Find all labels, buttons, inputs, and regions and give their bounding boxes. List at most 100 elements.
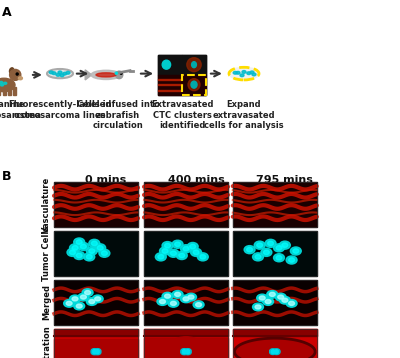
Bar <box>54 280 138 325</box>
Ellipse shape <box>193 301 204 309</box>
Ellipse shape <box>252 253 264 261</box>
Ellipse shape <box>188 295 194 299</box>
Circle shape <box>116 72 118 74</box>
Ellipse shape <box>89 249 95 253</box>
Ellipse shape <box>286 256 297 264</box>
Ellipse shape <box>259 296 265 300</box>
Ellipse shape <box>293 249 299 253</box>
Bar <box>233 280 317 325</box>
Bar <box>3 87 6 95</box>
Bar <box>8 87 11 95</box>
Ellipse shape <box>76 304 82 308</box>
Ellipse shape <box>264 250 269 255</box>
Ellipse shape <box>96 351 99 354</box>
Bar <box>144 182 228 227</box>
Ellipse shape <box>193 250 199 255</box>
Bar <box>158 84 182 85</box>
Bar <box>144 231 228 276</box>
Bar <box>144 329 228 337</box>
Ellipse shape <box>86 255 92 259</box>
Ellipse shape <box>267 291 278 298</box>
Text: Expand
extravasated
cells for analysis: Expand extravasated cells for analysis <box>204 100 284 130</box>
Ellipse shape <box>96 73 116 77</box>
Ellipse shape <box>89 239 100 247</box>
Ellipse shape <box>91 241 97 246</box>
Ellipse shape <box>74 302 85 310</box>
Ellipse shape <box>252 303 264 311</box>
Ellipse shape <box>250 71 254 74</box>
Bar <box>233 329 317 358</box>
Ellipse shape <box>187 58 201 72</box>
Bar <box>182 75 206 95</box>
Ellipse shape <box>91 350 98 355</box>
Circle shape <box>120 72 122 74</box>
Ellipse shape <box>168 300 179 307</box>
Ellipse shape <box>278 295 284 299</box>
Ellipse shape <box>0 81 3 83</box>
Ellipse shape <box>72 297 78 301</box>
Bar <box>54 329 138 358</box>
Text: Vasculature: Vasculature <box>42 176 51 233</box>
Ellipse shape <box>242 71 246 73</box>
Bar <box>158 90 182 91</box>
Ellipse shape <box>172 291 183 298</box>
Ellipse shape <box>257 243 263 247</box>
Ellipse shape <box>10 69 21 80</box>
Ellipse shape <box>197 253 208 261</box>
Ellipse shape <box>18 77 22 80</box>
Ellipse shape <box>67 248 78 256</box>
Ellipse shape <box>290 247 301 255</box>
Ellipse shape <box>181 349 188 353</box>
Ellipse shape <box>63 72 67 75</box>
Text: B: B <box>2 170 12 183</box>
Ellipse shape <box>186 351 190 354</box>
Ellipse shape <box>275 351 278 354</box>
Ellipse shape <box>162 292 173 300</box>
Bar <box>233 182 317 227</box>
Text: Merged: Merged <box>42 285 51 320</box>
Ellipse shape <box>84 253 95 261</box>
Ellipse shape <box>160 300 166 304</box>
Ellipse shape <box>255 255 261 259</box>
Ellipse shape <box>191 81 197 88</box>
Ellipse shape <box>180 245 192 253</box>
Ellipse shape <box>85 291 90 295</box>
Bar <box>144 280 228 325</box>
Ellipse shape <box>86 298 97 305</box>
Bar <box>54 280 138 325</box>
Ellipse shape <box>47 69 73 78</box>
Bar <box>54 339 138 358</box>
Bar <box>158 55 206 95</box>
Ellipse shape <box>74 251 85 260</box>
Bar <box>54 182 138 227</box>
Ellipse shape <box>275 350 278 352</box>
Ellipse shape <box>190 244 196 249</box>
Ellipse shape <box>56 73 60 76</box>
Ellipse shape <box>49 71 53 74</box>
Ellipse shape <box>188 79 200 91</box>
Ellipse shape <box>182 350 186 352</box>
Ellipse shape <box>116 71 123 79</box>
Bar <box>233 329 317 337</box>
Ellipse shape <box>0 84 4 86</box>
Ellipse shape <box>72 246 78 250</box>
Ellipse shape <box>187 242 198 251</box>
Ellipse shape <box>158 255 164 259</box>
Ellipse shape <box>64 300 74 307</box>
Ellipse shape <box>74 238 85 246</box>
Text: Tumor Cells: Tumor Cells <box>42 226 51 281</box>
Bar <box>144 231 228 276</box>
Ellipse shape <box>70 244 80 252</box>
Ellipse shape <box>66 301 72 305</box>
Ellipse shape <box>96 350 99 352</box>
Ellipse shape <box>274 244 284 252</box>
Bar <box>144 329 228 358</box>
Ellipse shape <box>4 82 7 84</box>
Bar <box>54 231 138 276</box>
Ellipse shape <box>183 297 189 301</box>
Bar <box>233 280 317 325</box>
Text: A: A <box>2 6 12 19</box>
Ellipse shape <box>276 246 282 250</box>
Ellipse shape <box>175 242 180 247</box>
Bar <box>144 182 228 227</box>
